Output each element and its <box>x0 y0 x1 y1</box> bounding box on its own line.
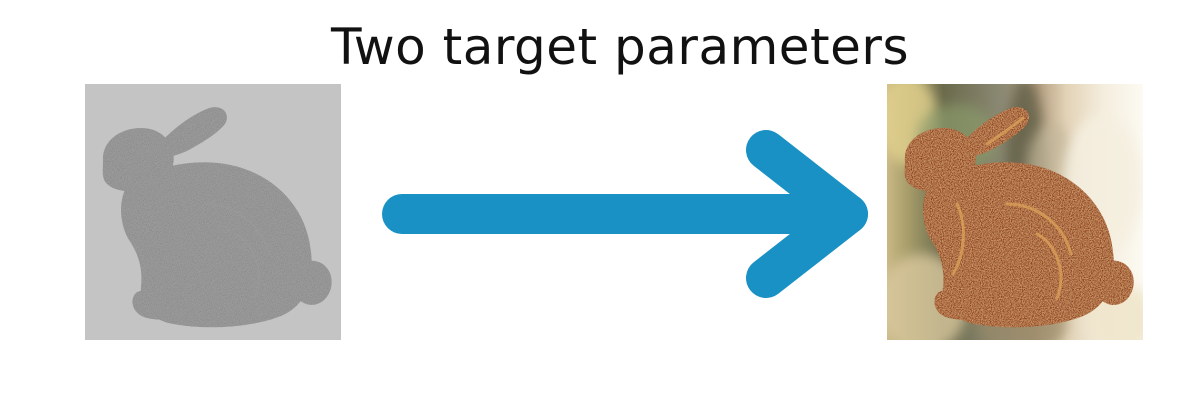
source-bunny-image <box>85 84 341 340</box>
target-bunny-image <box>887 84 1143 340</box>
textured-bunny-icon <box>904 107 1134 328</box>
transform-arrow <box>360 110 880 320</box>
diagram-title: Two target parameters <box>330 18 910 76</box>
right-arrow-icon <box>382 130 868 298</box>
gray-bunny-icon <box>102 107 332 328</box>
